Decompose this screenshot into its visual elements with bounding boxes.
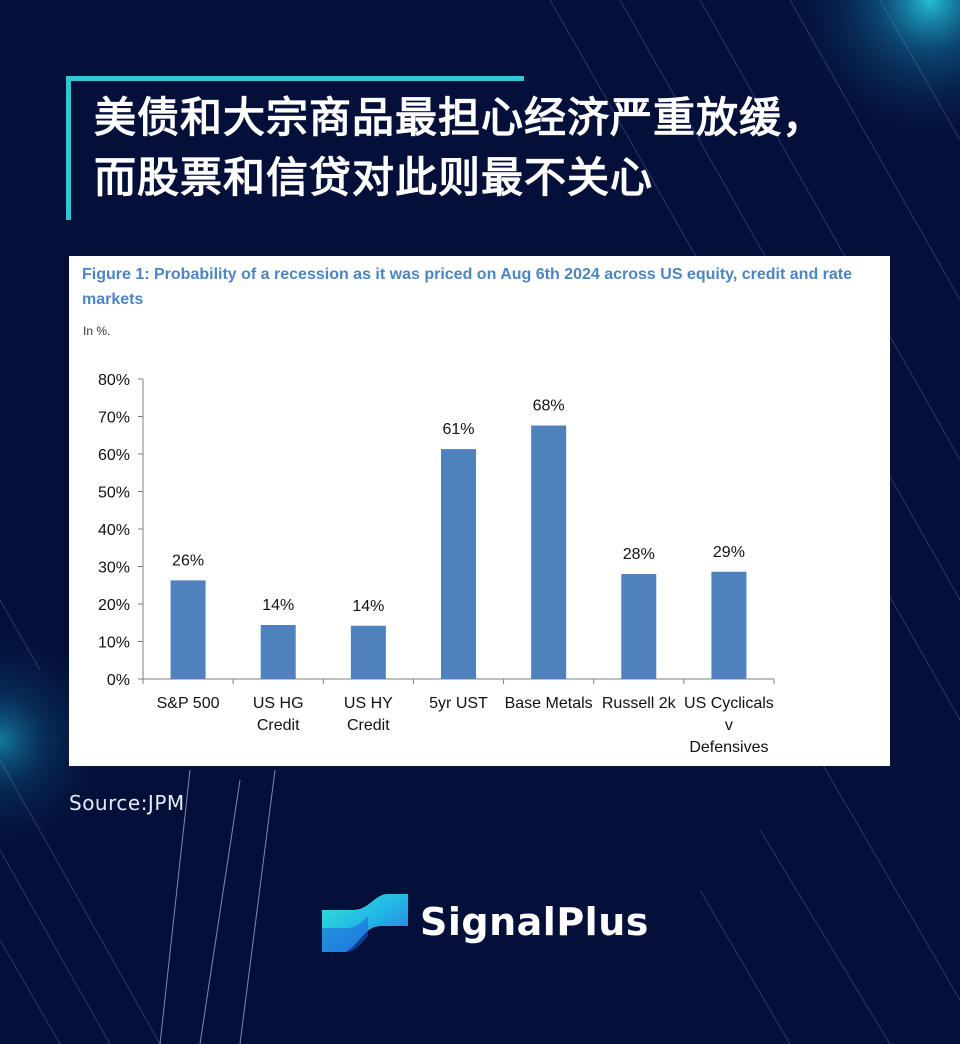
data-label: 29% [713,544,745,561]
data-label: 68% [533,398,565,415]
x-tick-label: Base Metals [505,695,593,712]
y-tick-label: 40% [98,522,130,539]
figure-unit-note: In %. [83,324,111,338]
data-label: 61% [442,421,474,438]
headline-block: 美债和大宗商品最担心经济严重放缓， 而股票和信贷对此则最不关心 [66,76,946,220]
x-tick-label: US Cyclicals [684,695,774,712]
y-tick-label: 70% [98,410,130,427]
data-label: 14% [262,597,294,614]
x-tick-label: US HY [344,695,393,712]
x-tick-label: Defensives [689,739,768,756]
data-label: 14% [352,598,384,615]
figure-card: 0% 10% 20% 30% 40% 50% 60% 70% 80% 26% S&P 500 14% U… [69,256,890,766]
bar [531,425,567,679]
x-tick-label: S&P 500 [157,695,220,712]
x-tick-label: US HG [253,695,304,712]
headline-line-1: 美债和大宗商品最担心经济严重放缓， [94,93,826,142]
figure-title: Figure 1: Probability of a recession as … [82,266,853,308]
x-tick-label: 5yr UST [429,695,488,712]
data-label: 28% [623,546,655,563]
bar [170,580,206,679]
y-tick-label: 30% [98,560,130,577]
bar [711,571,747,679]
headline: 美债和大宗商品最担心经济严重放缓， 而股票和信贷对此则最不关心 [94,88,944,208]
data-label: 26% [172,552,204,569]
source-note: Source:JPM [69,791,185,815]
headline-accent-bar-left [66,76,71,220]
brand-name: SignalPlus [420,900,649,944]
signalplus-logo-icon [322,894,408,952]
brand: SignalPlus [322,890,652,960]
x-tick-label: v [725,717,733,734]
headline-accent-bar-top [66,76,524,81]
headline-line-2: 而股票和信贷对此则最不关心 [94,153,654,202]
bar-chart: 0% 10% 20% 30% 40% 50% 60% 70% 80% 26% S&P 500 14% U… [98,372,775,756]
bar [260,625,296,679]
y-tick-label: 50% [98,485,130,502]
y-tick-label: 0% [107,672,130,689]
bar [350,625,386,679]
bar [621,574,657,679]
y-tick-label: 80% [98,372,130,389]
y-tick-label: 10% [98,635,130,652]
y-tick-label: 20% [98,597,130,614]
x-tick-label: Russell 2k [602,695,677,712]
y-tick-label: 60% [98,447,130,464]
bar [441,449,476,679]
x-tick-label: Credit [257,717,300,734]
x-tick-label: Credit [347,717,390,734]
